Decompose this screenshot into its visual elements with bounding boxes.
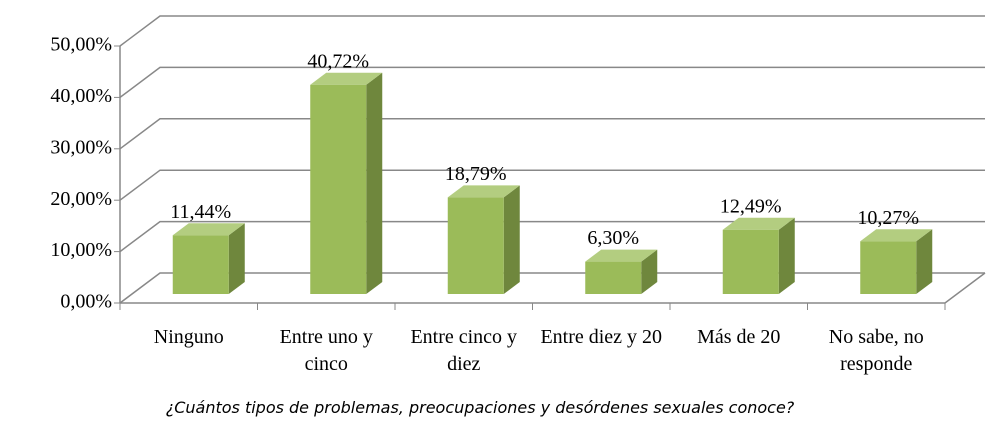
bar xyxy=(172,223,245,294)
floor xyxy=(120,272,986,304)
grid-line xyxy=(119,272,985,304)
bar-side xyxy=(778,217,795,294)
y-tick-label: 0,00% xyxy=(60,291,112,313)
bar-front xyxy=(172,235,229,294)
grid-line xyxy=(119,15,985,47)
bar xyxy=(447,185,520,294)
x-axis-title: ¿Cuántos tipos de problemas, preocupacio… xyxy=(165,398,795,417)
value-label: 18,79% xyxy=(445,163,507,185)
bar-front xyxy=(447,197,504,294)
bar-top xyxy=(860,229,933,242)
bar-front xyxy=(722,229,779,294)
bar-top xyxy=(585,249,658,262)
x-tick-label: No sabe, no responde xyxy=(828,326,924,375)
value-label: 10,27% xyxy=(857,207,919,229)
x-tick-label: Más de 20 xyxy=(697,326,781,348)
y-tick-label: 40,00% xyxy=(50,85,112,107)
value-label: 12,49% xyxy=(720,195,782,217)
bar-side xyxy=(366,72,383,294)
x-tick-label: Entre cinco y diez xyxy=(410,326,518,375)
bar-side xyxy=(641,249,658,294)
bar xyxy=(722,217,795,294)
bar-top xyxy=(310,72,383,85)
y-tick-label: 10,00% xyxy=(50,239,112,261)
value-label: 11,44% xyxy=(170,201,231,223)
grid-line xyxy=(119,66,985,99)
grid-line xyxy=(119,169,985,201)
y-tick-label: 20,00% xyxy=(50,188,112,210)
y-tick-label: 50,00% xyxy=(50,34,112,56)
bar xyxy=(585,249,658,294)
bar-front xyxy=(860,241,917,294)
value-label: 40,72% xyxy=(307,50,369,72)
bar-side xyxy=(503,185,520,294)
bar xyxy=(860,229,933,294)
bar xyxy=(310,72,383,294)
x-tick-label: Entre diez y 20 xyxy=(540,326,663,348)
x-tick-label: Entre uno y cinco xyxy=(279,326,373,375)
y-tick-label: 30,00% xyxy=(50,136,112,158)
bar-side xyxy=(916,229,933,294)
bar-front xyxy=(310,84,367,294)
bar-top xyxy=(722,217,795,230)
bar-top xyxy=(447,185,520,198)
bar-side xyxy=(228,223,245,294)
value-label: 6,30% xyxy=(587,227,639,249)
bar-front xyxy=(585,261,642,294)
grid-line xyxy=(119,118,985,150)
grid-line xyxy=(119,220,985,253)
x-tick-label: Ninguno xyxy=(153,326,224,348)
bar-top xyxy=(172,223,245,236)
